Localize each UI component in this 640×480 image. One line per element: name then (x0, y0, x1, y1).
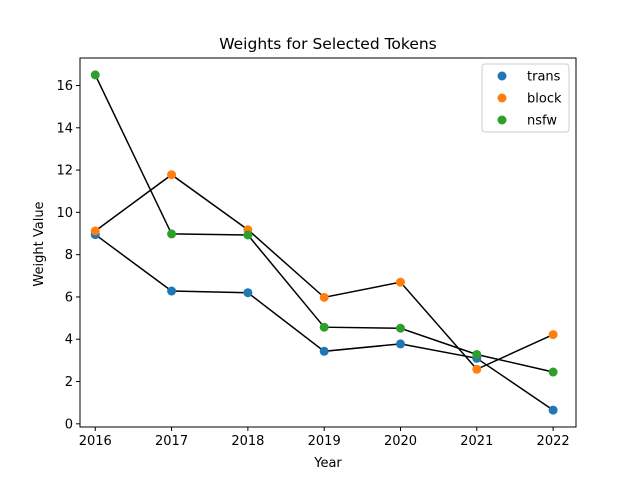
point-nsfw-2022 (548, 367, 558, 377)
point-block-2022 (548, 330, 558, 340)
y-tick-label-6: 6 (65, 290, 73, 305)
point-block-2020 (395, 277, 405, 287)
series-line-trans (94, 233, 554, 411)
x-tick-label-2019: 2019 (308, 434, 341, 449)
y-tick-label-4: 4 (65, 333, 73, 348)
legend-label-nsfw: nsfw (527, 114, 557, 129)
x-tick-label-2017: 2017 (155, 434, 188, 449)
point-block-2017 (167, 170, 177, 180)
point-nsfw-2016 (90, 70, 100, 80)
y-tick-label-0: 0 (65, 417, 73, 432)
legend-label-block: block (527, 92, 562, 107)
x-tick-label-2018: 2018 (231, 434, 264, 449)
y-tick-label-14: 14 (56, 121, 73, 136)
point-trans-2018 (243, 288, 253, 298)
plot-area: 2016 2017 2018 2019 2020 2021 2022 0 2 4 6 8 10 12 14 1… (56, 57, 577, 449)
x-tick-label-2016: 2016 (79, 434, 112, 449)
legend-marker-nsfw (497, 115, 507, 125)
point-nsfw-2021 (472, 349, 482, 359)
x-tick-label-2021: 2021 (460, 434, 493, 449)
y-axis-label: Weight Value (32, 201, 47, 286)
point-nsfw-2017 (167, 229, 177, 239)
point-nsfw-2018 (243, 230, 253, 240)
y-tick-label-8: 8 (65, 248, 73, 263)
point-trans-2017 (167, 286, 177, 296)
y-tick-label-16: 16 (56, 79, 73, 94)
point-trans-2020 (395, 339, 405, 349)
point-trans-2022 (548, 405, 558, 415)
series-line-block (94, 173, 554, 371)
point-block-2016 (90, 226, 100, 236)
axes-frame (79, 57, 577, 428)
y-tick-label-2: 2 (65, 375, 73, 390)
point-trans-2019 (319, 346, 329, 356)
point-nsfw-2020 (395, 323, 405, 333)
legend-label-trans: trans (527, 70, 561, 85)
point-block-2019 (319, 292, 329, 302)
point-nsfw-2019 (319, 322, 329, 332)
y-tick-label-12: 12 (56, 164, 73, 179)
x-tick-label-2022: 2022 (537, 434, 570, 449)
legend-box (481, 63, 570, 133)
legend-marker-trans (497, 71, 507, 81)
legend: trans block nsfw (481, 63, 570, 133)
x-axis-label: Year (313, 456, 342, 471)
point-block-2021 (472, 364, 482, 374)
x-tick-label-2020: 2020 (384, 434, 417, 449)
legend-marker-block (497, 93, 507, 103)
y-tick-label-10: 10 (56, 206, 73, 221)
chart-title: Weights for Selected Tokens (219, 35, 437, 53)
